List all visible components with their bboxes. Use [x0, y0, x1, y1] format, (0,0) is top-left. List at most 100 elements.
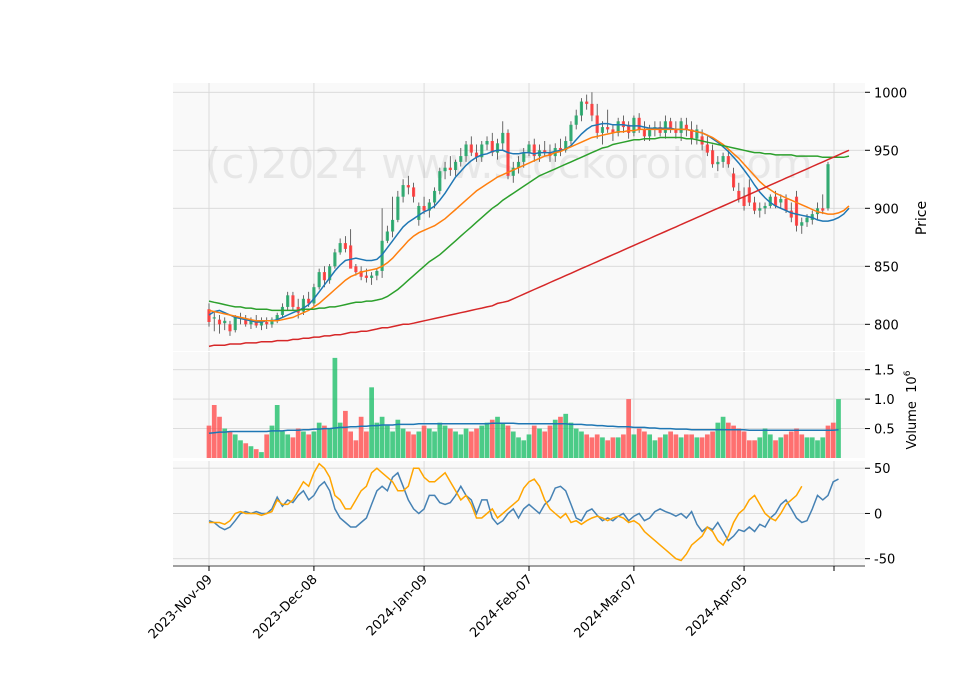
candle-body [349, 245, 353, 269]
candle-body [459, 156, 463, 162]
volume-bar [594, 434, 600, 458]
candle-body [752, 202, 757, 211]
candle-body [616, 121, 620, 133]
price-tick-label: 1000 [874, 86, 907, 101]
candle-body [244, 319, 248, 325]
candle-body [648, 129, 652, 137]
moving-average-line [208, 128, 850, 322]
candle-body [674, 129, 678, 133]
volume-bar [416, 431, 422, 458]
candle-body [417, 205, 421, 220]
candle-body [627, 124, 631, 133]
candle-body [291, 295, 295, 307]
volume-bar [579, 431, 584, 458]
volume-bar [343, 410, 348, 458]
candle-body [711, 150, 715, 165]
candle-body [259, 320, 264, 326]
candle-body [590, 103, 594, 116]
candle-body [228, 324, 232, 332]
candle-body [448, 167, 452, 171]
volume-bar [269, 425, 275, 458]
oscillator-tick-label: 0 [874, 507, 882, 522]
volume-bar [710, 431, 715, 458]
candle-body [611, 129, 615, 133]
x-tick-label: 2024-Mar-07 [572, 572, 641, 641]
volume-bar [704, 434, 710, 458]
candle-body [663, 121, 667, 133]
volume-bar [767, 434, 773, 458]
candle-body [789, 210, 793, 218]
moving-average-line [208, 149, 850, 348]
volume-bar [474, 428, 479, 458]
volume-bar [720, 416, 726, 458]
volume-bar [820, 437, 826, 458]
price-tick-label: 850 [874, 260, 899, 275]
candle-body [427, 202, 431, 211]
x-tick-label: 2024-Apr-05 [683, 572, 750, 639]
volume-bar [426, 428, 432, 458]
candle-body [543, 150, 547, 153]
candle-body [438, 171, 442, 191]
volume-bar [804, 437, 810, 458]
price-tick-label: 950 [874, 144, 899, 159]
candle-body [265, 321, 269, 325]
volume-bar [421, 425, 427, 458]
candle-body [412, 187, 416, 197]
volume-bar [537, 428, 542, 458]
x-tick-label: 2023-Dec-08 [251, 572, 321, 642]
volume-axis-label: Volume 106 [903, 370, 920, 449]
volume-bar [206, 425, 212, 458]
volume-bar [468, 431, 474, 458]
oscillator-layer [208, 462, 839, 562]
candle-body [726, 156, 730, 165]
candle-body [669, 121, 673, 130]
candle-body [370, 275, 374, 278]
volume-bar [306, 434, 312, 458]
candle-body [464, 144, 468, 157]
volume-tick-label: 0.5 [874, 423, 895, 438]
volume-bar [788, 431, 794, 458]
volume-tick-label: 1.0 [874, 393, 895, 408]
volume-bar [432, 431, 437, 458]
volume-bar [715, 422, 721, 458]
volume-bar [379, 416, 385, 458]
candle-body [516, 161, 521, 168]
candle-body [606, 127, 610, 130]
volume-bar [285, 434, 291, 458]
volume-bar [311, 431, 317, 458]
oscillator-line [208, 471, 839, 542]
volume-bar [663, 434, 668, 458]
price-axis-label: Price [914, 201, 930, 235]
volume-bar [453, 431, 458, 458]
volume-bar [631, 434, 637, 458]
candle-body [511, 167, 515, 176]
candle-body [422, 205, 426, 211]
volume-bar [395, 419, 401, 458]
candle-body [485, 141, 489, 145]
volume-bar [689, 434, 694, 458]
candle-body [217, 319, 222, 325]
candle-body [574, 115, 578, 125]
candle-body [364, 275, 368, 278]
volume-bar [573, 428, 579, 458]
candle-body [338, 243, 342, 253]
candle-body [779, 199, 783, 203]
volume-bar [778, 437, 784, 458]
volume-bar [290, 437, 296, 458]
candle-body [721, 156, 725, 162]
volume-bar [636, 428, 642, 458]
volume-bar [253, 449, 259, 458]
volume-bar [752, 440, 757, 458]
volume-bar [783, 434, 789, 458]
candle-body [821, 208, 825, 211]
candle-body [312, 287, 316, 304]
volume-layer [206, 357, 841, 458]
candle-body [270, 319, 274, 325]
candle-body [642, 129, 646, 137]
candle-body [380, 240, 384, 271]
volume-bar [259, 452, 264, 458]
volume-bar [652, 440, 658, 458]
volume-bar [531, 425, 537, 458]
volume-bar [836, 399, 841, 458]
